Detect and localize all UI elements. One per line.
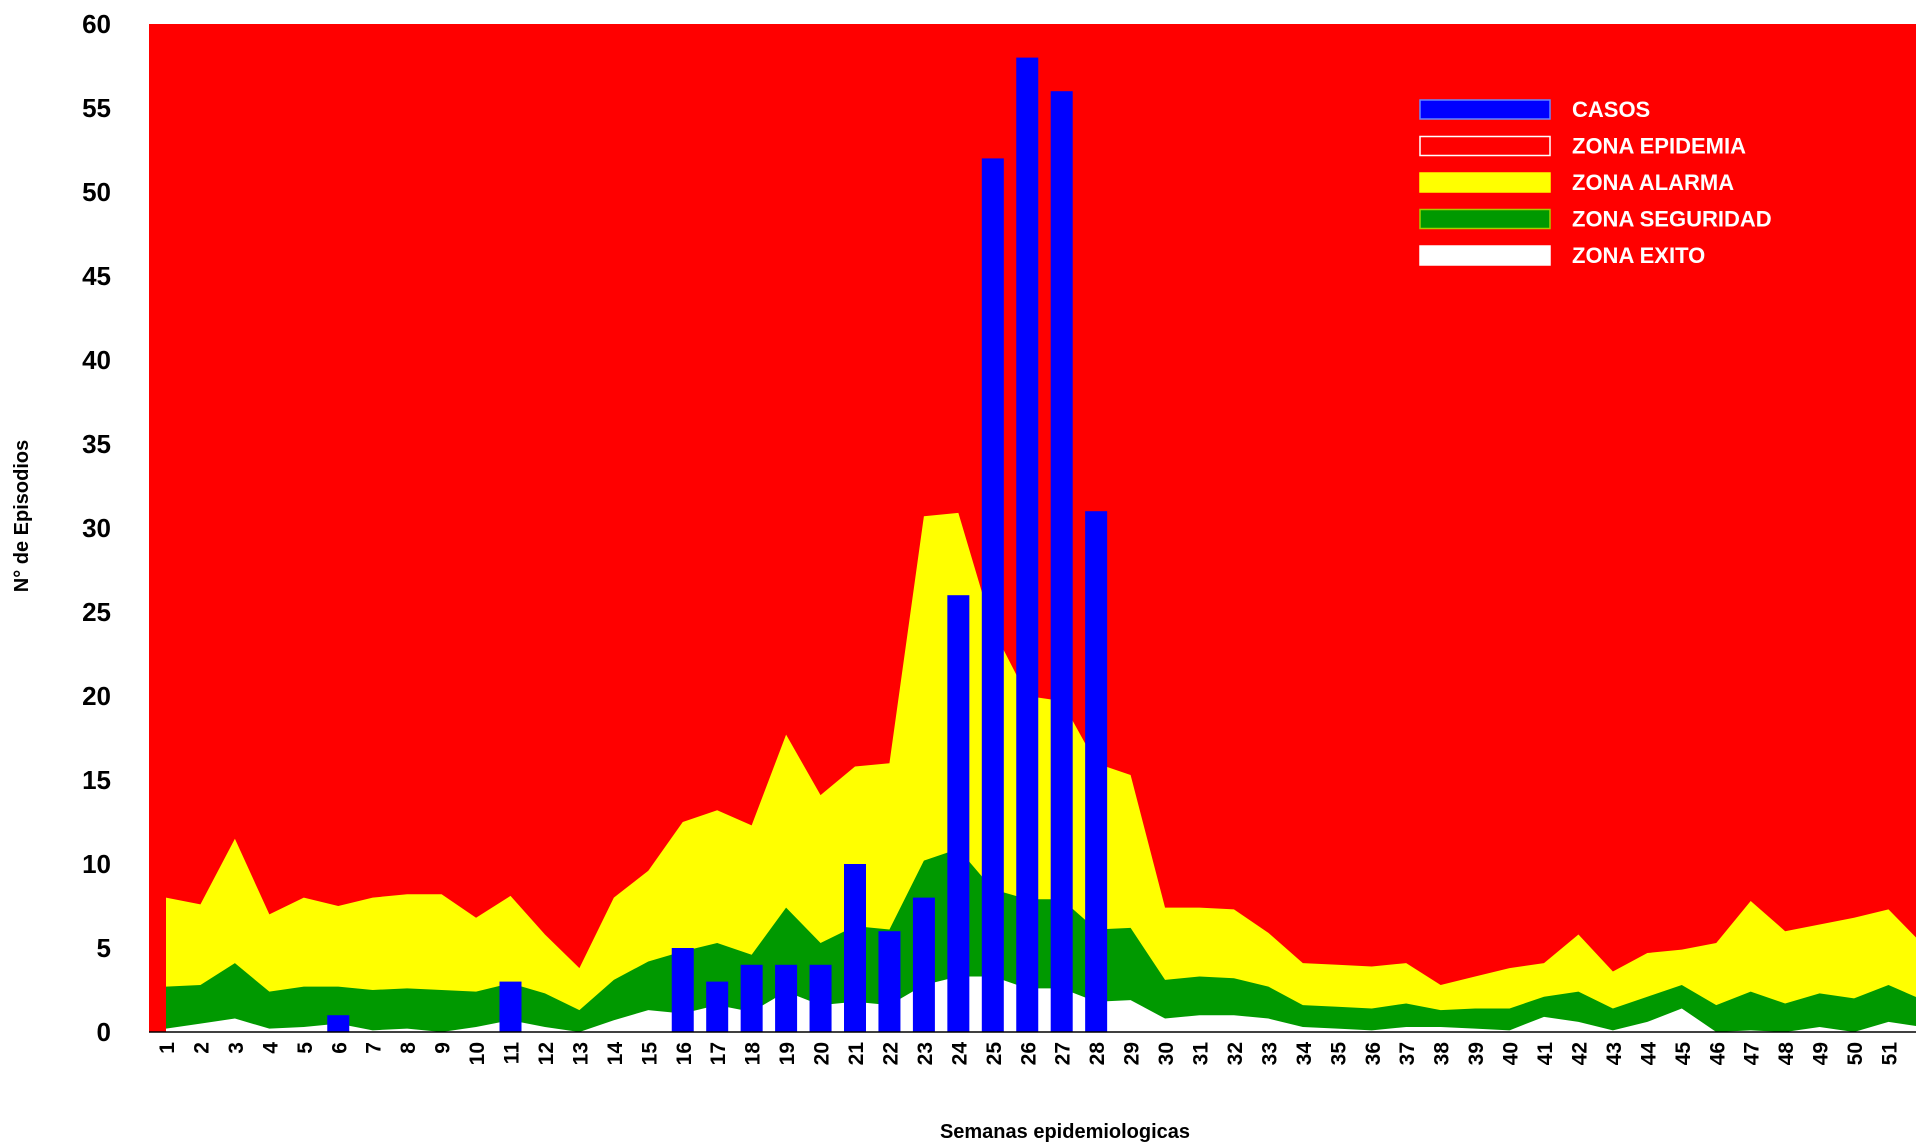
x-tick-label: 47	[1741, 1042, 1764, 1065]
bar-casos-week-17	[706, 981, 729, 1032]
bar-casos-week-18	[740, 964, 763, 1032]
x-tick-label: 45	[1672, 1042, 1695, 1066]
x-tick-label: 21	[845, 1042, 868, 1066]
x-tick-label: 44	[1637, 1042, 1660, 1066]
x-tick-label: 29	[1121, 1042, 1144, 1065]
legend-label-casos: CASOS	[1572, 97, 1650, 122]
x-tick-label: 33	[1258, 1042, 1281, 1065]
x-tick-label: 5	[294, 1042, 317, 1054]
y-tick-label: 35	[82, 429, 111, 459]
bar-casos-week-20	[809, 964, 832, 1032]
x-tick-label: 36	[1362, 1042, 1385, 1065]
x-tick-label: 32	[1224, 1042, 1247, 1065]
y-tick-label: 0	[97, 1017, 111, 1047]
bars-layer	[327, 57, 1108, 1033]
bar-casos-week-24	[947, 595, 970, 1032]
bar-casos-week-21	[844, 864, 866, 1032]
bar-casos-week-11	[499, 981, 522, 1032]
x-tick-label: 31	[1190, 1042, 1213, 1066]
x-tick-label: 10	[466, 1042, 489, 1065]
bar-casos-week-19	[775, 964, 798, 1032]
legend-label-zona-alarma: ZONA ALARMA	[1572, 170, 1734, 195]
x-tick-label: 41	[1534, 1042, 1557, 1066]
legend-swatch-zona-seguridad	[1419, 208, 1551, 230]
x-tick-label: 37	[1396, 1042, 1419, 1065]
y-tick-label: 25	[82, 597, 111, 627]
legend-label-zona-seguridad: ZONA SEGURIDAD	[1572, 207, 1772, 232]
x-tick-label: 39	[1465, 1042, 1488, 1065]
legend-swatch-casos	[1419, 99, 1551, 120]
legend-label-zona-epidemia: ZONA EPIDEMIA	[1572, 134, 1746, 159]
y-tick-label: 30	[82, 513, 111, 543]
x-tick-label: 9	[432, 1042, 455, 1054]
y-tick-label: 50	[82, 177, 111, 207]
x-tick-label: 8	[397, 1042, 420, 1054]
x-tick-label: 15	[638, 1042, 661, 1066]
x-tick-label: 51	[1879, 1042, 1902, 1066]
bar-casos-week-23	[912, 897, 935, 1032]
bar-casos-week-28	[1085, 511, 1108, 1032]
y-tick-label: 10	[82, 849, 111, 879]
x-tick-label: 11	[501, 1042, 524, 1065]
x-tick-label: 19	[776, 1042, 799, 1065]
x-tick-label: 43	[1603, 1042, 1626, 1065]
x-tick-label: 6	[328, 1042, 351, 1054]
x-tick-label: 28	[1086, 1042, 1109, 1066]
bar-casos-week-27	[1050, 91, 1073, 1032]
legend-swatch-zona-epidemia	[1419, 135, 1551, 157]
legend-layer: CASOS ZONA EPIDEMIA ZONA ALARMA ZONA SEGURI…	[1419, 97, 1772, 268]
x-axis-label: Semanas epidemiologicas	[940, 1121, 1190, 1143]
x-tick-label: 4	[259, 1042, 282, 1054]
x-tick-label: 30	[1155, 1042, 1178, 1065]
legend-swatch-zona-alarma	[1419, 172, 1551, 193]
x-tick-label: 16	[673, 1042, 696, 1065]
x-tick-label: 46	[1706, 1042, 1729, 1065]
y-tick-label: 55	[82, 93, 111, 123]
y-tick-label: 20	[82, 681, 111, 711]
y-tick-label: 45	[82, 261, 111, 291]
zona-alarma-area	[166, 512, 1916, 1032]
x-tick-label: 26	[1017, 1042, 1040, 1065]
x-tick-label: 12	[535, 1042, 558, 1065]
x-tick-label: 50	[1844, 1042, 1867, 1065]
x-tick-label: 22	[879, 1042, 902, 1065]
y-tick-label: 40	[82, 345, 111, 375]
x-tick-label: 38	[1431, 1042, 1454, 1066]
legend-label-zona-exito: ZONA EXITO	[1572, 243, 1705, 268]
zona-exito-area	[166, 976, 1916, 1032]
x-tick-label: 24	[948, 1042, 971, 1066]
x-tick-label: 13	[569, 1042, 592, 1065]
x-tick-label: 14	[604, 1042, 627, 1066]
bar-casos-week-25	[981, 158, 1004, 1032]
bar-casos-week-16	[671, 948, 694, 1032]
x-tick-label: 2	[190, 1042, 213, 1054]
x-tick-label: 25	[983, 1042, 1006, 1066]
bar-casos-week-6	[327, 1015, 350, 1032]
y-tick-label: 15	[82, 765, 111, 795]
x-tick-label: 40	[1500, 1042, 1523, 1065]
x-tick-label: 7	[363, 1042, 386, 1054]
y-tick-label: 5	[97, 933, 111, 963]
x-tick-label: 42	[1568, 1042, 1591, 1065]
x-tick-label: 52	[1913, 1042, 1916, 1065]
zona-seguridad-area	[166, 848, 1916, 1032]
legend-swatch-zona-exito	[1419, 245, 1551, 266]
y-tick-label: 60	[82, 9, 111, 39]
x-tick-label: 35	[1327, 1042, 1350, 1066]
x-tick-label: 27	[1052, 1042, 1075, 1065]
x-tick-label: 48	[1775, 1042, 1798, 1066]
x-tick-label: 3	[225, 1042, 248, 1054]
x-tick-label: 49	[1810, 1042, 1833, 1065]
x-tick-label: 17	[707, 1042, 730, 1065]
y-axis-label: N° de Episodios	[11, 440, 33, 592]
x-tick-label: 34	[1293, 1042, 1316, 1066]
bar-casos-week-26	[1016, 57, 1039, 1033]
x-tick-label: 1	[156, 1042, 179, 1054]
x-tick-label: 20	[811, 1042, 834, 1065]
x-tick-label: 23	[914, 1042, 937, 1065]
x-tick-label: 18	[742, 1042, 765, 1066]
bar-casos-week-22	[878, 931, 901, 1032]
